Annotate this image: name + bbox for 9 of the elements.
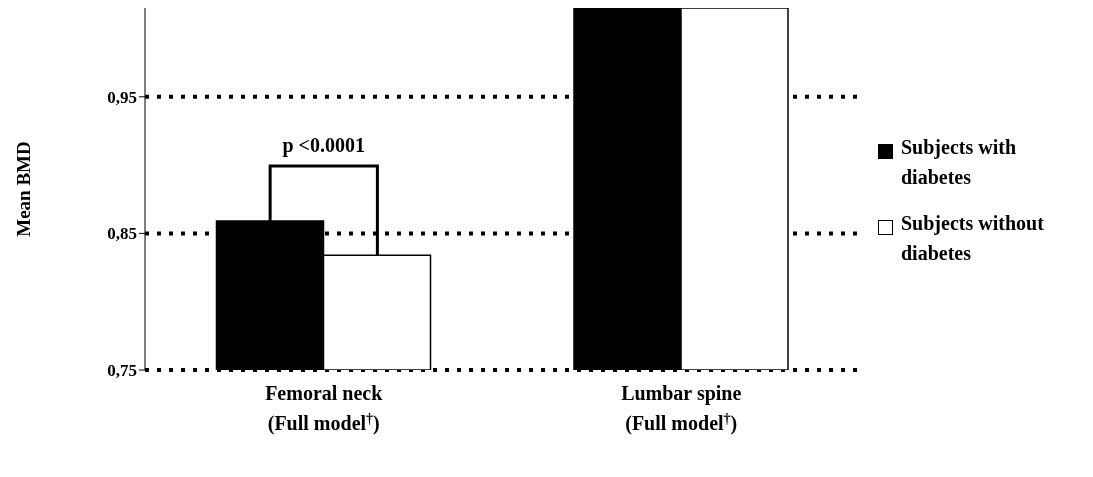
y-tick-label: 0,75: [107, 361, 137, 381]
y-tick-label: 0,95: [107, 87, 137, 107]
x-tick-label: Lumbar spine (Full model$^{†}$): [621, 382, 742, 435]
legend-label: Subjects with diabetes: [901, 135, 1017, 190]
legend-label: Subjects without diabetes: [901, 211, 1045, 266]
y-tick-label: 0,85: [107, 224, 137, 244]
x-tick-label: Femoral neck (Full model$^{†}$): [265, 382, 384, 435]
annotation: p <0.0001: [282, 134, 366, 158]
y-axis-title: Mean BMD: [12, 141, 34, 237]
